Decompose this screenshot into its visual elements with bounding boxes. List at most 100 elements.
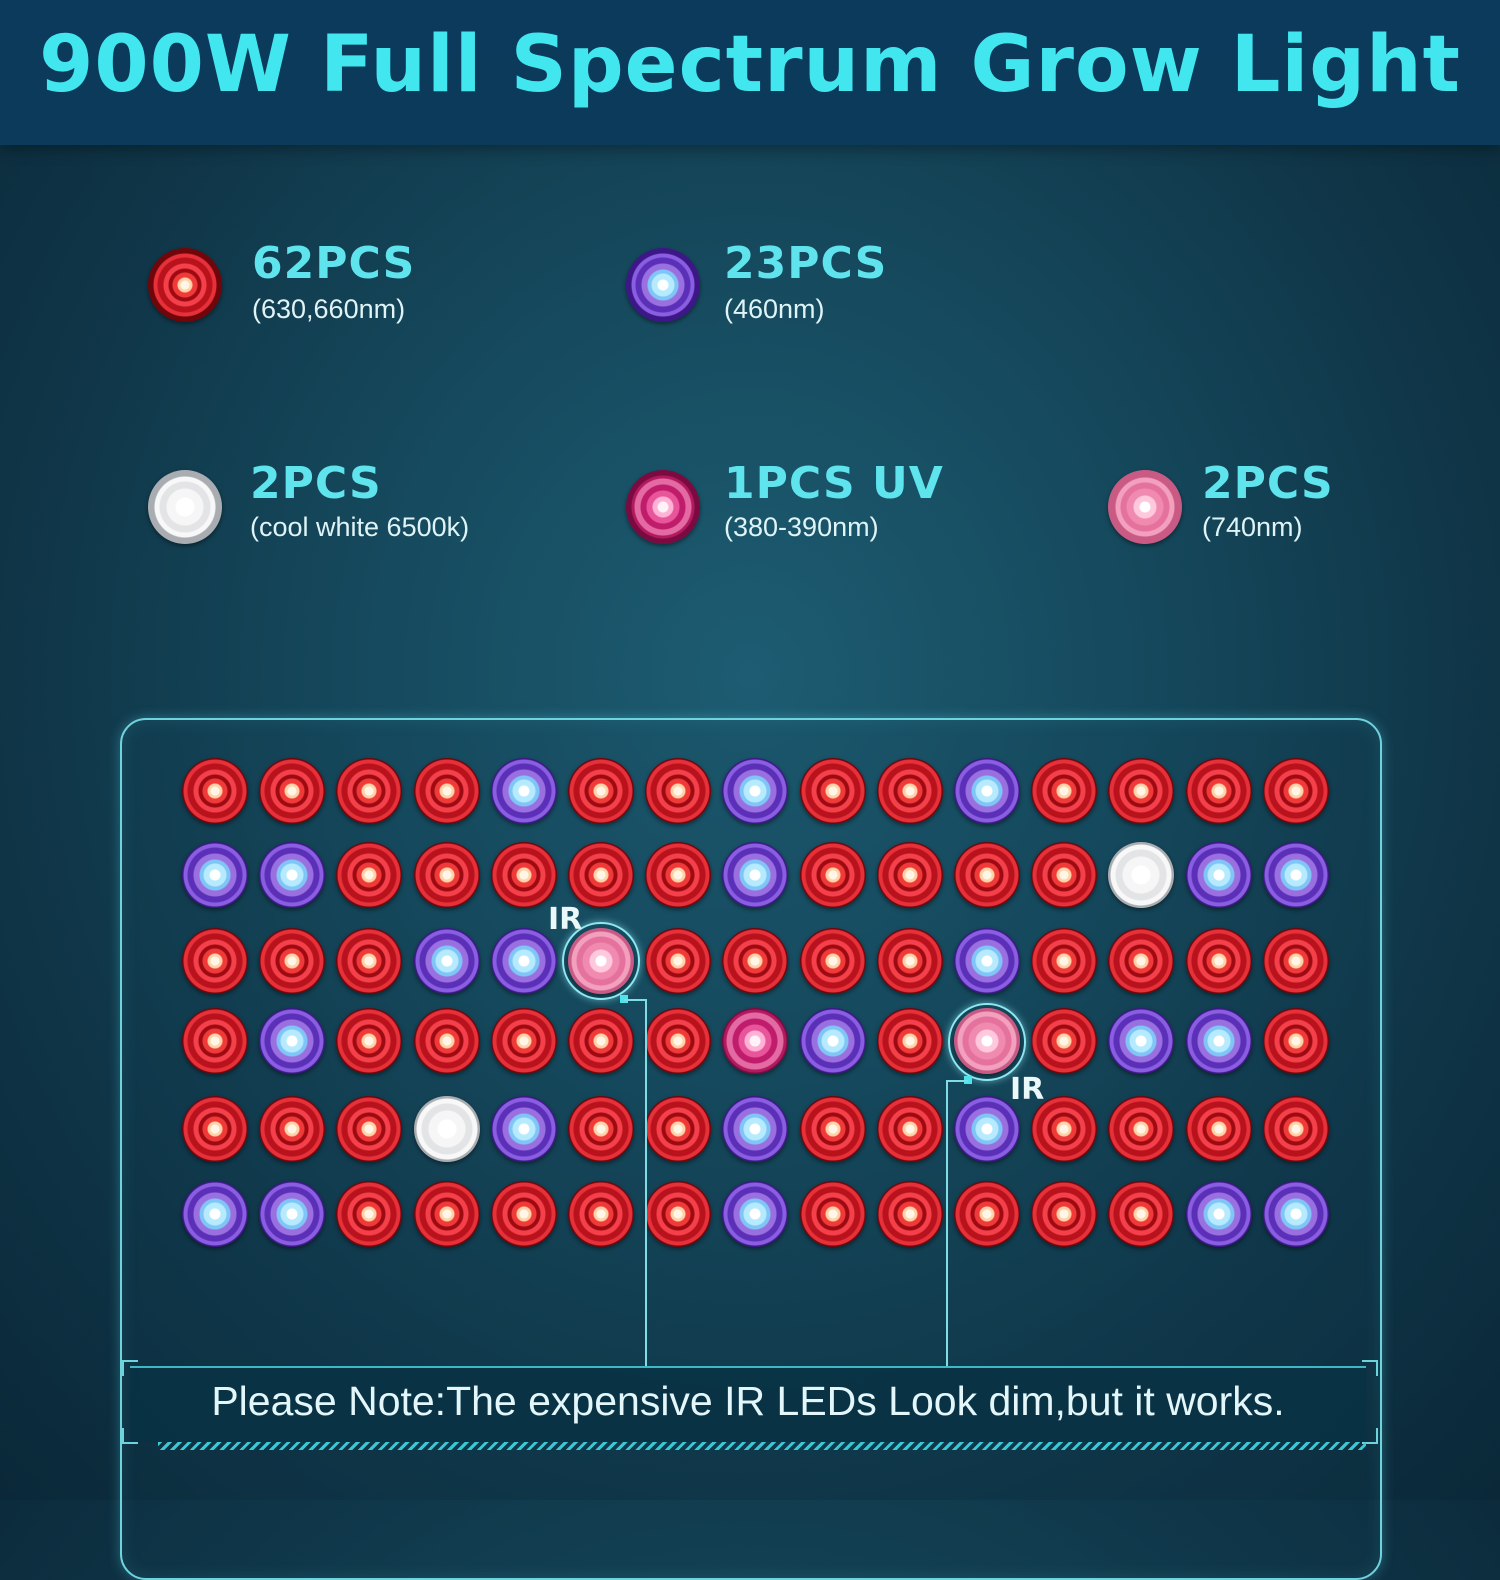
page-title: 900W Full Spectrum Grow Light bbox=[39, 20, 1461, 110]
note-corner-tl bbox=[122, 1360, 138, 1376]
legend-white-wavelength: (cool white 6500k) bbox=[250, 512, 470, 542]
led-red-r1-c1 bbox=[182, 758, 248, 824]
legend-red-count: 62PCS bbox=[252, 238, 416, 289]
note-text: Please Note:The expensive IR LEDs Look d… bbox=[211, 1378, 1285, 1424]
led-red-r1-c15 bbox=[1263, 758, 1329, 824]
led-blue-r3-c11 bbox=[954, 928, 1020, 994]
legend-white-led-icon bbox=[148, 470, 222, 544]
title-bar bbox=[0, 0, 1500, 145]
note-box bbox=[130, 1366, 1366, 1442]
led-red-r3-c12 bbox=[1031, 928, 1097, 994]
led-red-r6-c9 bbox=[800, 1181, 866, 1247]
led-blue-r2-c1 bbox=[182, 842, 248, 908]
led-pink-r4-c8 bbox=[722, 1008, 788, 1074]
led-blue-r2-c14 bbox=[1186, 842, 1252, 908]
led-red-r6-c4 bbox=[414, 1181, 480, 1247]
led-red-r1-c4 bbox=[414, 758, 480, 824]
led-red-r3-c8 bbox=[722, 928, 788, 994]
led-blue-r5-c5 bbox=[491, 1096, 557, 1162]
led-red-r1-c10 bbox=[877, 758, 943, 824]
led-red-r2-c4 bbox=[414, 842, 480, 908]
led-red-r5-c15 bbox=[1263, 1096, 1329, 1162]
led-blue-r1-c5 bbox=[491, 758, 557, 824]
led-blue-r3-c4 bbox=[414, 928, 480, 994]
led-red-r5-c7 bbox=[645, 1096, 711, 1162]
led-red-r3-c14 bbox=[1186, 928, 1252, 994]
led-red-r5-c12 bbox=[1031, 1096, 1097, 1162]
led-red-r4-c7 bbox=[645, 1008, 711, 1074]
ir-label-2: IR bbox=[1010, 1072, 1045, 1107]
led-red-r3-c2 bbox=[259, 928, 325, 994]
led-red-r5-c2 bbox=[259, 1096, 325, 1162]
led-blue-r1-c11 bbox=[954, 758, 1020, 824]
led-white-r5-c4 bbox=[414, 1096, 480, 1162]
led-red-r2-c12 bbox=[1031, 842, 1097, 908]
led-red-r4-c5 bbox=[491, 1008, 557, 1074]
led-blue-r6-c8 bbox=[722, 1181, 788, 1247]
led-red-r4-c15 bbox=[1263, 1008, 1329, 1074]
led-blue-r2-c8 bbox=[722, 842, 788, 908]
led-red-r2-c11 bbox=[954, 842, 1020, 908]
led-red-r5-c13 bbox=[1108, 1096, 1174, 1162]
led-red-r3-c7 bbox=[645, 928, 711, 994]
led-red-r4-c6 bbox=[568, 1008, 634, 1074]
led-red-r2-c6 bbox=[568, 842, 634, 908]
led-blue-r1-c8 bbox=[722, 758, 788, 824]
led-red-r6-c6 bbox=[568, 1181, 634, 1247]
led-red-r6-c3 bbox=[336, 1181, 402, 1247]
led-red-r5-c3 bbox=[336, 1096, 402, 1162]
led-red-r4-c4 bbox=[414, 1008, 480, 1074]
led-blue-r6-c2 bbox=[259, 1181, 325, 1247]
ir-highlight-ring-2 bbox=[948, 1003, 1026, 1081]
led-blue-r5-c8 bbox=[722, 1096, 788, 1162]
legend-red-wavelength: (630,660nm) bbox=[252, 294, 406, 324]
led-red-r2-c3 bbox=[336, 842, 402, 908]
led-red-r1-c3 bbox=[336, 758, 402, 824]
led-red-r2-c10 bbox=[877, 842, 943, 908]
led-red-r6-c10 bbox=[877, 1181, 943, 1247]
led-red-r6-c13 bbox=[1108, 1181, 1174, 1247]
led-red-r6-c5 bbox=[491, 1181, 557, 1247]
led-red-r5-c1 bbox=[182, 1096, 248, 1162]
led-blue-r4-c13 bbox=[1108, 1008, 1174, 1074]
led-red-r6-c11 bbox=[954, 1181, 1020, 1247]
legend-red-led-icon bbox=[148, 248, 222, 322]
led-red-r1-c7 bbox=[645, 758, 711, 824]
legend-ir-led-icon bbox=[1108, 470, 1182, 544]
led-red-r2-c7 bbox=[645, 842, 711, 908]
legend-ir-count: 2PCS bbox=[1202, 458, 1334, 509]
led-blue-r6-c1 bbox=[182, 1181, 248, 1247]
led-blue-r6-c14 bbox=[1186, 1181, 1252, 1247]
legend-uv-wavelength: (380-390nm) bbox=[724, 512, 879, 542]
legend-white-count: 2PCS bbox=[250, 458, 382, 509]
ir-leader-line-1-vertical bbox=[645, 999, 647, 1367]
led-red-r4-c1 bbox=[182, 1008, 248, 1074]
led-blue-r4-c14 bbox=[1186, 1008, 1252, 1074]
led-blue-r2-c2 bbox=[259, 842, 325, 908]
led-red-r5-c14 bbox=[1186, 1096, 1252, 1162]
led-blue-r5-c11 bbox=[954, 1096, 1020, 1162]
led-red-r4-c12 bbox=[1031, 1008, 1097, 1074]
led-red-r3-c3 bbox=[336, 928, 402, 994]
note-corner-tr bbox=[1362, 1360, 1378, 1376]
led-red-r4-c10 bbox=[877, 1008, 943, 1074]
legend-blue-wavelength: (460nm) bbox=[724, 294, 825, 324]
led-red-r1-c6 bbox=[568, 758, 634, 824]
legend-blue-led-icon bbox=[626, 248, 700, 322]
led-red-r3-c15 bbox=[1263, 928, 1329, 994]
led-blue-r6-c15 bbox=[1263, 1181, 1329, 1247]
led-red-r3-c9 bbox=[800, 928, 866, 994]
ir-label-1: IR bbox=[548, 902, 583, 937]
led-red-r1-c12 bbox=[1031, 758, 1097, 824]
led-blue-r2-c15 bbox=[1263, 842, 1329, 908]
led-blue-r4-c9 bbox=[800, 1008, 866, 1074]
led-red-r1-c14 bbox=[1186, 758, 1252, 824]
ir-leader-line-1 bbox=[624, 999, 646, 1001]
note-hatch-decoration bbox=[158, 1442, 1366, 1450]
led-red-r5-c10 bbox=[877, 1096, 943, 1162]
led-white-r2-c13 bbox=[1108, 842, 1174, 908]
led-red-r6-c7 bbox=[645, 1181, 711, 1247]
legend-blue-count: 23PCS bbox=[724, 238, 888, 289]
led-red-r4-c3 bbox=[336, 1008, 402, 1074]
led-red-r2-c9 bbox=[800, 842, 866, 908]
